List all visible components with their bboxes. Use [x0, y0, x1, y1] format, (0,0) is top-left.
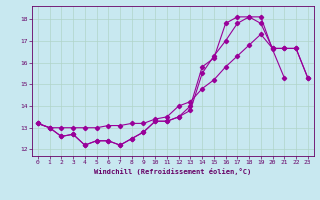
X-axis label: Windchill (Refroidissement éolien,°C): Windchill (Refroidissement éolien,°C)	[94, 168, 252, 175]
